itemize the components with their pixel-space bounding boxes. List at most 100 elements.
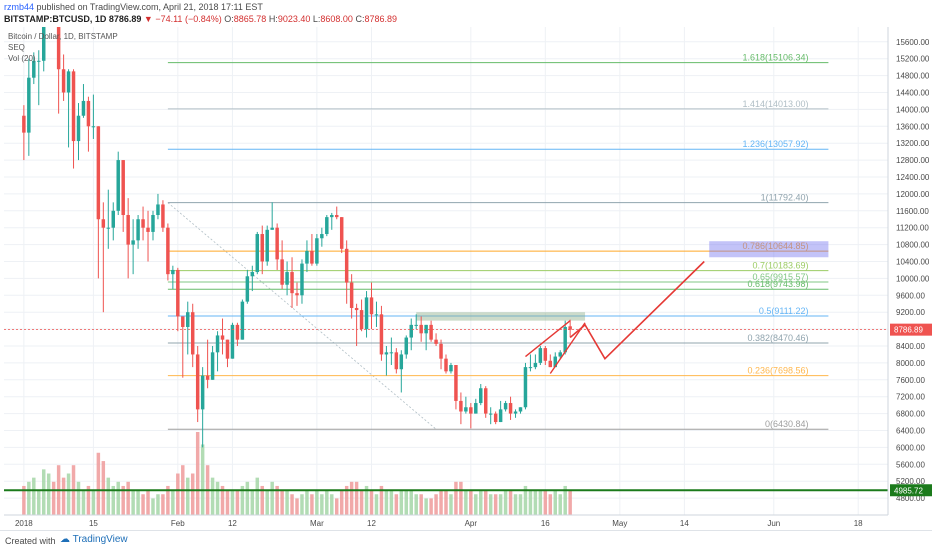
candle-body bbox=[330, 215, 334, 218]
time-tick-label: Feb bbox=[171, 519, 185, 528]
volume-bar bbox=[479, 490, 483, 515]
candle-body bbox=[260, 234, 264, 262]
candle-body bbox=[424, 324, 428, 334]
volume-bar bbox=[270, 481, 274, 515]
candle-body bbox=[270, 227, 274, 230]
price-tick-label: 8000.00 bbox=[896, 359, 925, 368]
candle-body bbox=[195, 354, 200, 410]
price-chart[interactable]: 0(6430.84) 0.236(7698.56) 0.382(8470.46) 0.… bbox=[0, 0, 932, 530]
volume-bar bbox=[111, 485, 115, 515]
time-tick-label: 12 bbox=[228, 519, 237, 528]
fib-level-label: 1.414(14013.00) bbox=[742, 99, 808, 109]
candle-body bbox=[146, 227, 150, 232]
candle-body bbox=[369, 297, 374, 315]
price-tick-label: 14400.00 bbox=[896, 88, 930, 97]
volume-bar bbox=[483, 490, 488, 515]
volume-bar bbox=[439, 490, 443, 515]
volume-bar bbox=[215, 481, 220, 515]
candle-body bbox=[394, 352, 399, 370]
candle-body bbox=[518, 407, 523, 412]
cloud-icon: ☁ bbox=[60, 534, 70, 545]
price-tick-label: 10800.00 bbox=[896, 241, 930, 250]
volume-bar bbox=[389, 490, 394, 515]
candle-body bbox=[483, 388, 488, 414]
price-tick-label: 9600.00 bbox=[896, 291, 925, 300]
volume-bar bbox=[454, 481, 458, 515]
volume-bar bbox=[240, 485, 245, 515]
time-tick-label: Mar bbox=[310, 519, 324, 528]
volume-bar bbox=[424, 498, 428, 515]
published-text: published on TradingView.com, April 21, … bbox=[36, 2, 263, 12]
legend-indicator-volume[interactable]: Vol (20) bbox=[8, 54, 36, 63]
candle-body bbox=[220, 335, 225, 340]
candle-body bbox=[339, 217, 344, 249]
volume-bar bbox=[568, 490, 572, 515]
price-tick-label: 8400.00 bbox=[896, 342, 925, 351]
candle-body bbox=[230, 324, 235, 359]
time-tick-label: May bbox=[612, 519, 627, 528]
volume-bar bbox=[369, 490, 374, 515]
volume-bar bbox=[444, 490, 448, 515]
volume-bar bbox=[166, 485, 170, 515]
time-tick-label: 16 bbox=[541, 519, 550, 528]
volume-bar bbox=[518, 494, 523, 515]
fib-level-label: 1.236(13057.92) bbox=[742, 139, 808, 149]
volume-bar bbox=[156, 494, 160, 515]
volume-bar bbox=[131, 490, 135, 515]
volume-bar bbox=[126, 481, 130, 515]
volume-bar bbox=[275, 485, 279, 515]
candle-body bbox=[136, 219, 140, 241]
candle-body bbox=[200, 375, 205, 410]
price-tick-label: 6400.00 bbox=[896, 426, 925, 435]
legend-indicator-seq[interactable]: SEQ bbox=[8, 43, 25, 52]
candle-body bbox=[399, 354, 404, 370]
price-tick-label: 5200.00 bbox=[896, 477, 925, 486]
candle-body bbox=[300, 263, 304, 296]
volume-bar bbox=[508, 490, 513, 515]
symbol-label: BITSTAMP:BTCUSD, 1D bbox=[4, 14, 107, 24]
candle-body bbox=[235, 324, 240, 340]
candle-body bbox=[325, 217, 329, 235]
volume-bar bbox=[161, 494, 165, 515]
price-tick-label: 10000.00 bbox=[896, 274, 930, 283]
price-tick-label: 9200.00 bbox=[896, 308, 925, 317]
price-tick-label: 12000.00 bbox=[896, 190, 930, 199]
candle-body bbox=[22, 115, 26, 133]
candle-body bbox=[116, 160, 120, 211]
volume-bar bbox=[325, 490, 329, 515]
tradingview-logo[interactable]: ☁ TradingView bbox=[60, 534, 128, 545]
volume-bar bbox=[32, 477, 36, 515]
chart-area[interactable]: 0(6430.84) 0.236(7698.56) 0.382(8470.46) 0.… bbox=[0, 0, 932, 530]
candle-body bbox=[161, 204, 165, 228]
fib-level-label: 0.65(9915.57) bbox=[752, 272, 808, 282]
wedge-upper-line bbox=[525, 320, 571, 358]
candle-body bbox=[91, 126, 96, 128]
price-tick-label: 13200.00 bbox=[896, 139, 930, 148]
candle-body bbox=[533, 362, 538, 368]
close-value: 8786.89 bbox=[364, 14, 397, 24]
volume-bar bbox=[330, 494, 334, 515]
volume-bar bbox=[280, 490, 284, 515]
volume-bar bbox=[61, 477, 66, 515]
volume-bar bbox=[503, 490, 508, 515]
candle-body bbox=[498, 409, 503, 423]
candle-body bbox=[176, 269, 180, 317]
volume-bar bbox=[101, 461, 106, 515]
volume-bar bbox=[121, 485, 125, 515]
candle-body bbox=[464, 407, 468, 412]
created-with-text: Created with bbox=[5, 536, 56, 546]
price-tick-label: 12800.00 bbox=[896, 156, 930, 165]
candle-body bbox=[349, 282, 354, 308]
candle-body bbox=[86, 100, 91, 127]
volume-bar bbox=[81, 490, 86, 515]
projection-path bbox=[569, 260, 705, 360]
candle-body bbox=[449, 365, 453, 372]
volume-bar bbox=[245, 481, 250, 515]
candle-body bbox=[240, 301, 245, 340]
candle-body bbox=[96, 126, 101, 220]
fib-level-label: 0.382(8470.46) bbox=[747, 333, 808, 343]
current-price-badge-label: 8786.89 bbox=[894, 326, 923, 335]
author-link[interactable]: rzmb44 bbox=[4, 2, 35, 12]
volume-bar bbox=[354, 481, 359, 515]
candle-body bbox=[81, 100, 86, 116]
